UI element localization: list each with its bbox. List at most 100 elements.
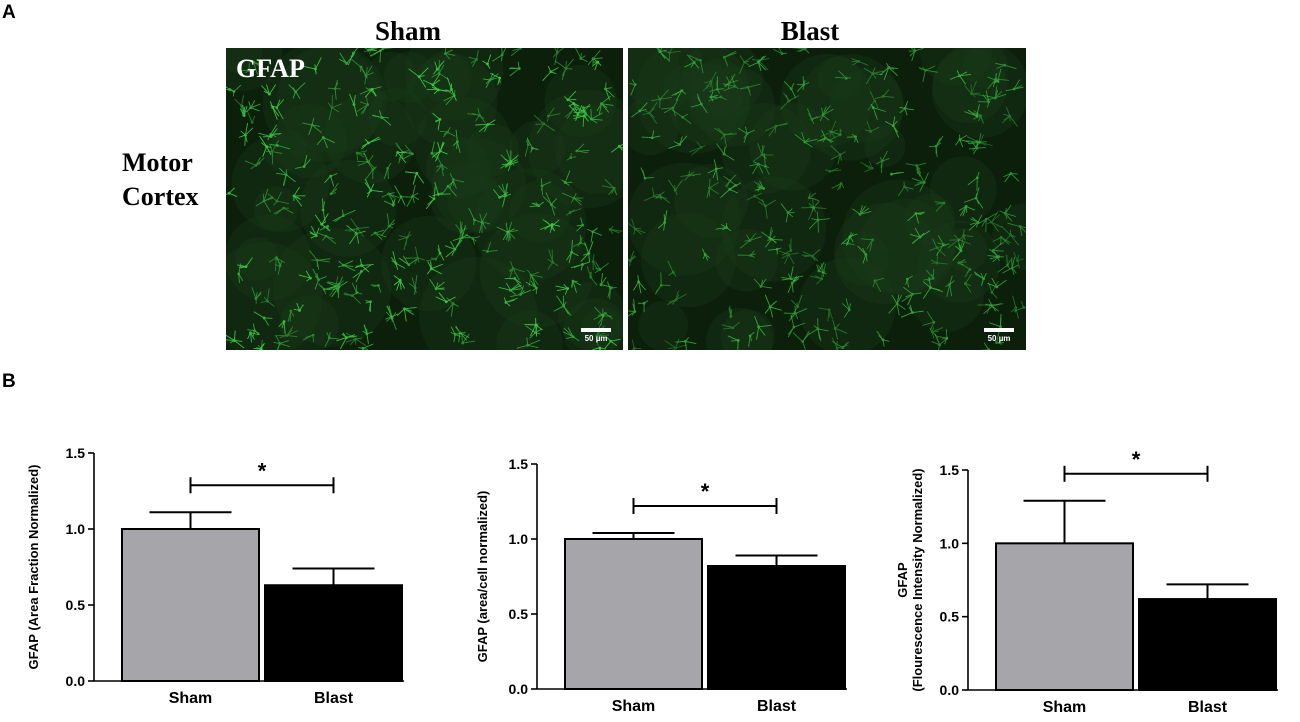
astrocyte-process	[335, 276, 339, 288]
astrocyte-process	[534, 323, 539, 333]
astrocyte-process	[781, 249, 792, 256]
astrocyte-process	[508, 221, 512, 233]
astrocyte	[631, 102, 648, 118]
astrocyte-process	[891, 172, 904, 175]
astrocyte	[427, 261, 443, 275]
astrocyte	[739, 83, 761, 96]
astrocyte-process	[996, 279, 1007, 288]
astrocyte-process	[817, 328, 820, 340]
astrocyte-process	[329, 286, 336, 296]
astrocyte	[344, 218, 370, 237]
bar-blast	[264, 584, 403, 682]
astrocyte-process	[628, 222, 636, 230]
astrocyte-process	[860, 238, 873, 241]
astrocyte-process	[936, 262, 948, 265]
astrocyte-process	[327, 102, 333, 109]
astrocyte	[922, 311, 936, 331]
astrocyte-process	[542, 196, 552, 206]
astrocyte-body	[786, 211, 790, 215]
tissue-glow	[931, 48, 1026, 139]
astrocyte	[524, 317, 543, 337]
astrocyte	[293, 302, 304, 312]
astrocyte-process	[592, 50, 601, 60]
astrocyte-process	[308, 124, 313, 136]
y-tick-label: 0.0	[509, 681, 529, 697]
astrocyte-process	[729, 180, 738, 187]
astrocyte-process	[361, 264, 372, 272]
astrocyte	[381, 213, 396, 236]
astrocyte-process	[508, 231, 516, 239]
astrocyte-body	[724, 226, 728, 229]
astrocyte-process	[936, 244, 947, 249]
astrocyte-process	[349, 233, 358, 245]
astrocyte-process	[931, 331, 935, 339]
astrocyte-body	[529, 273, 533, 277]
astrocyte-process	[366, 333, 369, 344]
astrocyte	[498, 282, 522, 295]
astrocyte-process	[446, 303, 454, 312]
astrocyte-body	[504, 193, 507, 197]
astrocyte-process	[868, 160, 873, 169]
astrocyte-process	[801, 254, 813, 257]
astrocyte-body	[310, 123, 314, 127]
astrocyte-process	[356, 233, 360, 244]
astrocyte	[1003, 172, 1020, 183]
astrocyte-body	[787, 253, 791, 256]
astrocyte-body	[803, 140, 807, 144]
astrocyte-process	[804, 141, 813, 148]
astrocyte-process	[365, 158, 374, 171]
astrocyte-process	[564, 170, 571, 183]
astrocyte-process	[939, 337, 949, 346]
astrocyte	[748, 55, 767, 71]
astrocyte	[753, 278, 773, 289]
astrocyte	[607, 281, 617, 300]
astrocyte-body	[731, 326, 735, 330]
astrocyte-process	[602, 185, 615, 189]
astrocyte-process	[688, 173, 702, 176]
astrocyte-process	[663, 107, 674, 114]
astrocyte-body	[478, 113, 481, 117]
astrocyte-process	[682, 116, 692, 124]
astrocyte-process	[263, 197, 273, 202]
astrocyte	[248, 60, 265, 75]
astrocyte-process	[462, 333, 470, 344]
astrocyte-body	[314, 67, 317, 71]
astrocyte-body	[355, 151, 359, 155]
astrocyte	[479, 213, 490, 234]
astrocyte-body	[1014, 306, 1018, 310]
astrocyte-process	[283, 174, 287, 187]
astrocyte-process	[949, 275, 953, 285]
astrocyte-body	[575, 149, 579, 153]
astrocyte	[482, 72, 499, 89]
astrocyte-process	[595, 261, 601, 270]
astrocyte-process	[276, 255, 281, 267]
astrocyte-body	[282, 206, 286, 210]
astrocyte	[879, 62, 899, 81]
astrocyte-body	[647, 111, 651, 115]
astrocyte	[357, 152, 376, 169]
astrocyte-process	[756, 326, 760, 340]
astrocyte-process	[286, 335, 298, 338]
astrocyte	[808, 318, 829, 342]
astrocyte-process	[723, 56, 729, 67]
astrocyte	[468, 50, 479, 67]
astrocyte-body	[329, 174, 333, 178]
astrocyte-body	[934, 144, 938, 148]
astrocyte	[794, 131, 818, 148]
astrocyte-process	[651, 187, 655, 197]
astrocyte-body	[253, 329, 257, 333]
astrocyte-process	[797, 294, 803, 308]
astrocyte-process	[381, 225, 390, 236]
astrocyte-process	[485, 79, 491, 89]
astrocyte	[967, 171, 980, 191]
astrocyte-body	[722, 133, 726, 137]
astrocyte-body	[242, 114, 246, 117]
astrocyte-process	[633, 298, 636, 313]
astrocyte-process	[276, 99, 285, 109]
astrocyte-process	[634, 228, 642, 235]
astrocyte-body	[551, 260, 555, 264]
astrocyte-body	[326, 224, 330, 228]
astrocyte	[918, 65, 938, 83]
y-tick-label: 1.5	[940, 462, 960, 478]
astrocyte	[923, 268, 935, 282]
